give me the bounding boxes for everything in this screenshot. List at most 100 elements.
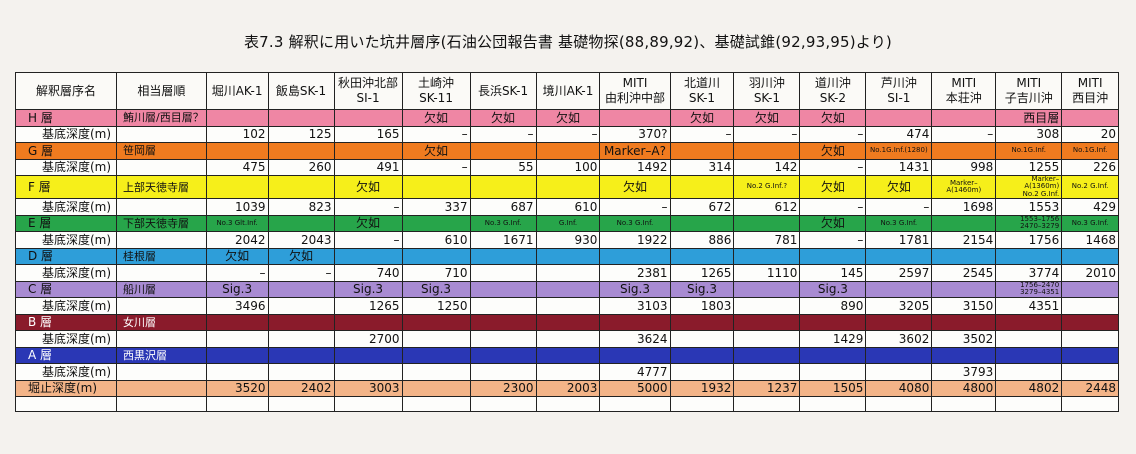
table-cell bbox=[995, 363, 1063, 381]
table-cell bbox=[535, 330, 601, 348]
table-cell bbox=[401, 363, 471, 381]
row-label: 基底深度(m) bbox=[14, 330, 118, 348]
table-cell bbox=[733, 297, 801, 315]
table-cell: Sig.3 bbox=[799, 280, 867, 299]
table-cell bbox=[599, 313, 671, 332]
table-cell: 1237 bbox=[733, 379, 801, 398]
equivalent-formation: 上部天徳寺層 bbox=[116, 174, 207, 200]
table-cell bbox=[865, 313, 933, 332]
table-cell bbox=[1061, 109, 1119, 127]
table-cell: 314 bbox=[669, 158, 735, 176]
table-cell bbox=[931, 247, 997, 266]
table-cell bbox=[995, 313, 1063, 332]
table-cell bbox=[401, 313, 471, 332]
table-cell: 125 bbox=[267, 125, 335, 143]
equivalent-formation: 笹岡層 bbox=[116, 142, 207, 160]
table-cell: 3003 bbox=[333, 379, 403, 398]
row-label: E 層 bbox=[14, 214, 118, 233]
table-cell: 1756 bbox=[995, 231, 1063, 249]
table-cell: Sig.3 bbox=[669, 280, 735, 299]
table-cell bbox=[333, 247, 403, 266]
table-cell: 1698 bbox=[931, 198, 997, 216]
table-cell bbox=[535, 313, 601, 332]
table-cell: 3774 bbox=[995, 264, 1063, 282]
table-cell bbox=[799, 247, 867, 266]
depth-row: 基底深度(m) 2042 2043–610 1671 930 1922 886 781–178… bbox=[14, 231, 1119, 249]
table-cell bbox=[535, 247, 601, 266]
table-cell: No.1G.Inf. bbox=[995, 142, 1063, 160]
table-cell bbox=[931, 109, 997, 127]
column-header: MITI 子吉川沖 bbox=[995, 72, 1063, 110]
table-cell: 欠如 bbox=[401, 142, 471, 160]
table-cell: 2042 bbox=[205, 231, 269, 249]
column-header: 相当層順 bbox=[116, 72, 207, 110]
table-cell: 1553 bbox=[995, 198, 1063, 216]
table-cell: 欠如 bbox=[865, 174, 933, 200]
table-cell bbox=[669, 330, 735, 348]
table-cell bbox=[267, 142, 335, 160]
table-cell bbox=[205, 142, 269, 160]
table-cell bbox=[267, 174, 335, 200]
table-cell: No.3 G.Inf. bbox=[1061, 214, 1119, 233]
table-cell bbox=[669, 214, 735, 233]
table-cell: 491 bbox=[333, 158, 403, 176]
table-cell: 1505 bbox=[799, 379, 867, 398]
table-cell: – bbox=[535, 125, 601, 143]
table-cell bbox=[799, 313, 867, 332]
table-cell bbox=[205, 174, 269, 200]
row-label: H 層 bbox=[14, 109, 118, 127]
row-label: C 層 bbox=[14, 280, 118, 299]
equivalent-formation bbox=[116, 125, 207, 143]
table-cell: No.3 Glt.Inf. bbox=[205, 214, 269, 233]
row-label: 基底深度(m) bbox=[14, 363, 118, 381]
equivalent-formation bbox=[116, 231, 207, 249]
table-cell: 1803 bbox=[669, 297, 735, 315]
row-label: 基底深度(m) bbox=[14, 158, 118, 176]
table-cell: 3602 bbox=[865, 330, 933, 348]
table-cell: – bbox=[931, 125, 997, 143]
table-cell bbox=[669, 313, 735, 332]
equivalent-formation bbox=[116, 297, 207, 315]
table-cell: 165 bbox=[333, 125, 403, 143]
table-cell: 2300 bbox=[469, 379, 537, 398]
column-header: 羽川沖 SK-1 bbox=[733, 72, 801, 110]
table-cell: – bbox=[799, 158, 867, 176]
equivalent-formation bbox=[116, 396, 207, 413]
equivalent-formation bbox=[116, 330, 207, 348]
table-cell bbox=[599, 346, 671, 365]
table-cell: 4351 bbox=[995, 297, 1063, 315]
table-cell: 1250 bbox=[401, 297, 471, 315]
layer-row: D 層桂根層 欠如 欠如 bbox=[14, 247, 1119, 266]
table-header: 解釈層序名 相当層順 堀川AK-1 飯島SK-1 秋田沖北部 SI-1 土崎沖 SK-11… bbox=[14, 72, 1119, 110]
table-cell: 4802 bbox=[995, 379, 1063, 398]
table-cell bbox=[931, 280, 997, 299]
total-depth-row: 堀止深度(m) 3520 2402 3003 2300 2003 5000 1932 1237 1… bbox=[14, 379, 1119, 398]
row-label: B 層 bbox=[14, 313, 118, 332]
table-cell: Marker–A? bbox=[599, 142, 671, 160]
table-cell: 3150 bbox=[931, 297, 997, 315]
equivalent-formation bbox=[116, 198, 207, 216]
row-label: 基底深度(m) bbox=[14, 297, 118, 315]
row-label: 基底深度(m) bbox=[14, 264, 118, 282]
table-cell: Marker–A(1360m) No.2 G.Inf. bbox=[995, 174, 1063, 200]
table-cell: No.2 G.Inf. bbox=[1061, 174, 1119, 200]
table-cell: 1922 bbox=[599, 231, 671, 249]
table-cell bbox=[267, 346, 335, 365]
table-cell bbox=[1061, 346, 1119, 365]
table-cell bbox=[205, 363, 269, 381]
table-cell bbox=[733, 247, 801, 266]
table-cell: 2448 bbox=[1061, 379, 1119, 398]
table-cell bbox=[1061, 247, 1119, 266]
table-cell: 337 bbox=[401, 198, 471, 216]
equivalent-formation bbox=[116, 363, 207, 381]
table-cell bbox=[535, 142, 601, 160]
table-cell: 3793 bbox=[931, 363, 997, 381]
table-cell: 欠如 bbox=[669, 109, 735, 127]
table-cell bbox=[333, 346, 403, 365]
table-cell: – bbox=[401, 158, 471, 176]
table-cell: 4080 bbox=[865, 379, 933, 398]
layer-row: H 層鮪川層/西目層？ 欠如 欠如 欠如 欠如 欠如 欠如 西目層 bbox=[14, 109, 1119, 127]
table-cell: 1492 bbox=[599, 158, 671, 176]
table-cell: 145 bbox=[799, 264, 867, 282]
table-cell: 998 bbox=[931, 158, 997, 176]
